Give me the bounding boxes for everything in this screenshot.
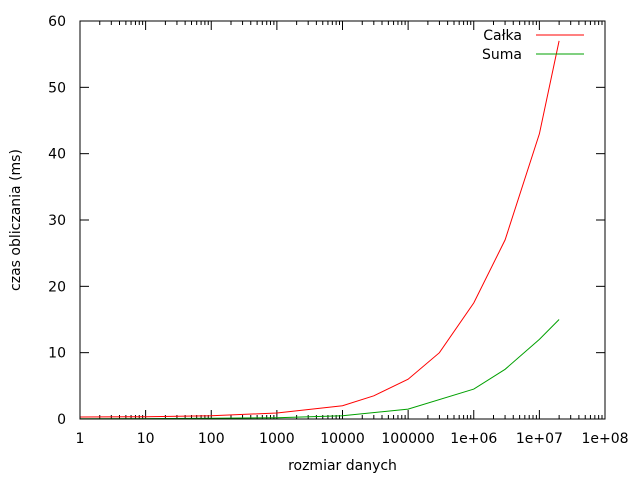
y-tick-label: 0 (57, 412, 66, 428)
y-tick-label: 60 (48, 14, 66, 30)
x-tick-label: 1e+07 (516, 431, 563, 447)
x-tick-label: 100000 (381, 431, 434, 447)
y-tick-label: 30 (48, 213, 66, 229)
x-tick-label: 10000 (320, 431, 365, 447)
plot-frame (79, 20, 606, 420)
x-tick-label: 1 (76, 431, 85, 447)
x-tick-label: 1e+08 (581, 431, 628, 447)
legend-label: Suma (482, 47, 522, 63)
x-tick-label: 1000 (259, 431, 295, 447)
series-line-calka (79, 40, 560, 418)
ticks-layer: 1 10 100 1000 10000 100000 1e+06 1e+07 1e+08 0 10 2… (48, 14, 628, 447)
series-layer (79, 40, 560, 420)
legend-label: Całka (483, 28, 522, 44)
x-tick-label: 1e+06 (450, 431, 497, 447)
y-tick-label: 40 (48, 147, 66, 163)
x-tick-label: 10 (137, 431, 155, 447)
series-line-suma (79, 319, 560, 420)
x-tick-label: 100 (198, 431, 225, 447)
y-tick-label: 10 (48, 346, 66, 362)
y-tick-label: 20 (48, 279, 66, 295)
x-axis-label: rozmiar danych (288, 458, 397, 474)
y-axis-label: czas obliczania (ms) (8, 149, 24, 291)
y-tick-label: 50 (48, 80, 66, 96)
legend: Całka Suma (482, 28, 584, 63)
